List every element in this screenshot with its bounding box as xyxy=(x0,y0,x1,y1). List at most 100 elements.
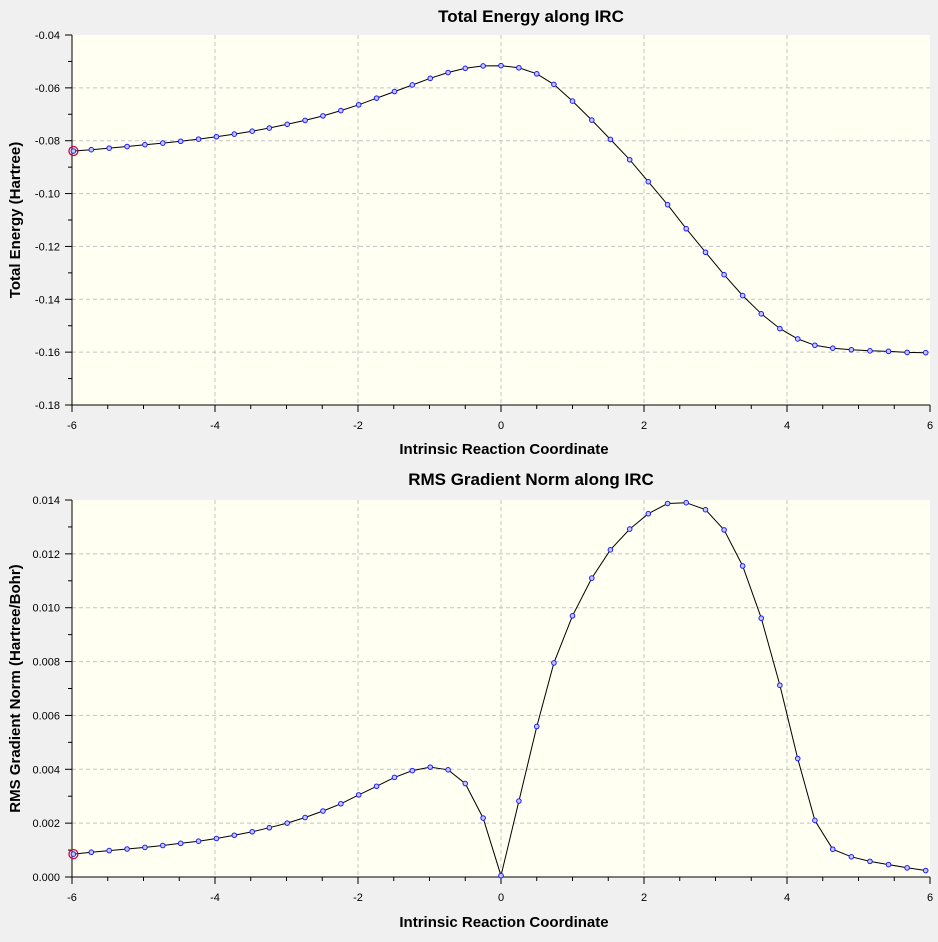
energy-gridlines xyxy=(72,35,930,405)
gradient-x-tick-label: 2 xyxy=(641,892,647,904)
gradient-chart-title: RMS Gradient Norm along IRC xyxy=(408,470,654,489)
gradient-data-point xyxy=(848,854,855,860)
gradient-data-point xyxy=(266,824,273,831)
energy-data-point xyxy=(516,64,522,71)
energy-data-point xyxy=(177,138,184,145)
energy-data-point xyxy=(124,143,130,150)
energy-y-tick-label: -0.10 xyxy=(35,189,60,201)
gradient-data-point xyxy=(480,815,486,821)
energy-data-point xyxy=(195,136,202,142)
energy-x-tick-label: -2 xyxy=(353,420,363,432)
energy-data-point xyxy=(867,348,873,354)
gradient-data-point xyxy=(195,838,202,844)
energy-data-point xyxy=(445,69,451,76)
gradient-data-point xyxy=(284,820,291,826)
gradient-data-point xyxy=(338,800,344,807)
energy-data-point xyxy=(462,65,469,72)
energy-data-point xyxy=(355,101,362,108)
energy-y-tick-label: -0.06 xyxy=(35,83,60,95)
energy-data-points xyxy=(70,62,929,356)
energy-y-tick-label: -0.08 xyxy=(35,136,60,148)
energy-data-point xyxy=(607,136,614,143)
gradient-data-point xyxy=(739,563,746,569)
gradient-data-point xyxy=(683,499,689,506)
energy-data-point xyxy=(231,131,238,137)
gradient-data-point xyxy=(867,858,873,865)
gradient-data-point xyxy=(551,660,557,666)
energy-data-point xyxy=(922,349,929,356)
gradient-data-point xyxy=(160,842,166,849)
energy-data-point xyxy=(664,201,671,208)
gradient-data-point xyxy=(391,774,398,781)
energy-x-tick-label: 4 xyxy=(784,420,790,432)
energy-data-point xyxy=(88,146,95,153)
energy-x-tick-label: 6 xyxy=(927,420,933,432)
gradient-data-point xyxy=(812,817,818,824)
energy-current-point-marker xyxy=(68,145,79,157)
energy-data-point xyxy=(758,311,765,317)
gradient-x-tick-label: 0 xyxy=(498,892,504,904)
energy-data-point xyxy=(829,345,836,351)
gradient-data-point xyxy=(533,723,540,730)
energy-x-tick-label: -4 xyxy=(210,420,220,432)
gradient-data-point xyxy=(142,844,148,851)
gradient-y-tick-label: 0.004 xyxy=(32,764,60,776)
gradient-data-point xyxy=(922,867,929,874)
gradient-data-point xyxy=(645,510,652,517)
gradient-data-point xyxy=(177,840,184,847)
energy-data-point xyxy=(480,63,486,69)
gradient-data-point xyxy=(106,847,112,854)
energy-data-point xyxy=(904,349,910,356)
energy-data-point xyxy=(106,145,112,151)
gradient-gridlines xyxy=(72,500,930,877)
gradient-data-point xyxy=(721,527,727,533)
energy-data-point xyxy=(702,249,709,256)
gradient-data-point xyxy=(777,682,783,689)
gradient-y-tick-label: 0.010 xyxy=(32,603,60,615)
gradient-x-tick-label: 4 xyxy=(784,892,790,904)
energy-data-point xyxy=(320,113,326,119)
gradient-data-point xyxy=(88,849,95,856)
energy-x-axis-label: Intrinsic Reaction Coordinate xyxy=(399,441,608,458)
gradient-plot-area xyxy=(72,500,930,877)
gradient-data-point xyxy=(702,506,709,513)
energy-data-point xyxy=(373,95,380,101)
energy-data-point xyxy=(142,141,148,148)
gradient-y-tick-label: 0.000 xyxy=(32,872,60,884)
gradient-x-tick-label: -6 xyxy=(67,892,77,904)
energy-chart: -6 -4 -2 0 2 4 6 -0.04 -0.06 -0.08 -0.10 -0.12 -0.14… xyxy=(7,7,933,458)
energy-series-line xyxy=(73,65,926,354)
energy-data-point xyxy=(569,98,576,104)
gradient-data-point xyxy=(516,798,522,804)
energy-data-point xyxy=(213,133,220,140)
gradient-data-point xyxy=(373,783,380,790)
gradient-data-point xyxy=(249,828,255,835)
energy-data-point xyxy=(70,148,77,154)
energy-data-point xyxy=(812,342,818,349)
energy-data-point xyxy=(498,62,504,69)
gradient-data-point xyxy=(124,846,130,852)
energy-data-point xyxy=(589,117,595,123)
gradient-data-point xyxy=(409,767,416,774)
gradient-data-point xyxy=(829,846,836,853)
energy-data-point xyxy=(739,292,746,299)
gradient-data-point xyxy=(231,832,238,839)
energy-y-tick-label: -0.12 xyxy=(35,241,60,253)
gradient-data-point xyxy=(70,851,77,857)
energy-data-point xyxy=(391,88,398,95)
gradient-data-point xyxy=(320,808,326,814)
gradient-x-tick-label: 6 xyxy=(927,892,933,904)
energy-data-point xyxy=(533,71,540,77)
energy-y-tick-label: -0.04 xyxy=(35,30,60,42)
gradient-x-tick-label: -2 xyxy=(353,892,363,904)
gradient-data-point xyxy=(302,814,308,821)
gradient-data-point xyxy=(569,612,576,619)
energy-y-tick-label: -0.18 xyxy=(35,400,60,412)
energy-data-point xyxy=(266,125,273,131)
energy-y-axis-label: Total Energy (Hartree) xyxy=(7,142,24,298)
gradient-data-point xyxy=(885,861,892,868)
energy-data-point xyxy=(885,348,892,355)
energy-y-tick-label: -0.14 xyxy=(35,294,60,306)
gradient-data-points xyxy=(70,499,929,879)
